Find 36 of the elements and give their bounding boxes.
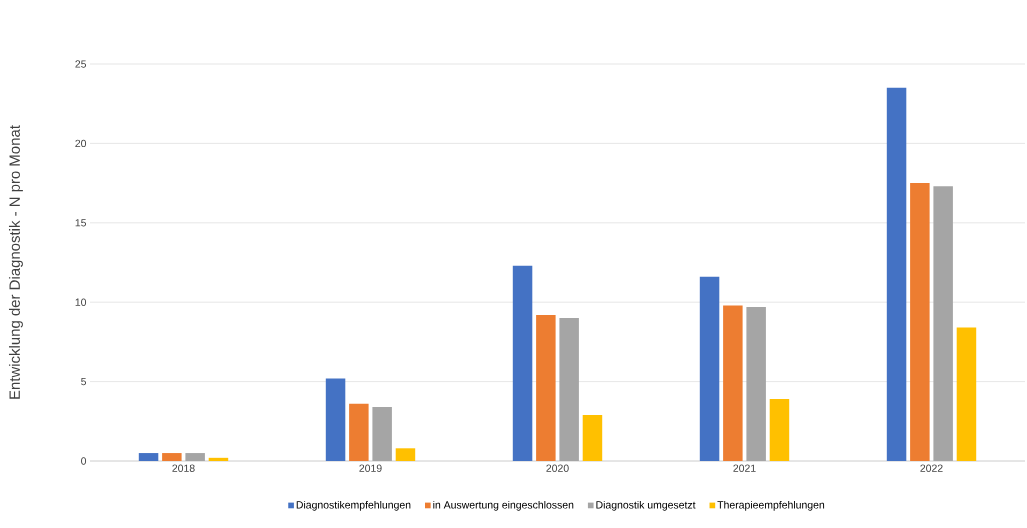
bar (933, 186, 953, 461)
y-tick-label: 15 (75, 219, 87, 227)
bar (699, 276, 720, 461)
y-tick-label: 25 (75, 60, 87, 68)
bar (910, 183, 930, 461)
bar (536, 314, 556, 461)
legend-label: Diagnostik umgesetzt (596, 500, 696, 511)
bar (746, 306, 766, 461)
bar (138, 453, 159, 461)
x-tick-label: 2019 (359, 464, 382, 472)
y-tick-label: 0 (81, 457, 87, 465)
y-axis-title: Entwicklung der Diagnostik - N pro Monat (8, 125, 23, 399)
x-tick-label: 2018 (172, 464, 195, 472)
y-tick-label: 5 (81, 377, 87, 386)
x-tick-label: 2021 (733, 464, 756, 472)
bar (886, 87, 907, 461)
bar (559, 318, 579, 461)
bar (512, 265, 533, 461)
bar (162, 453, 182, 461)
bar (349, 403, 369, 461)
legend-label: Diagnostikempfehlungen (296, 500, 411, 511)
bar (769, 399, 790, 461)
bar (723, 305, 743, 461)
y-tick-label: 20 (75, 139, 87, 148)
y-tick-label: 10 (75, 298, 87, 306)
legend-label: in Auswertung eingeschlossen (433, 500, 574, 511)
bar (582, 414, 603, 461)
bar (208, 457, 229, 461)
legend-label: Therapieempfehlungen (717, 500, 825, 511)
bar (956, 327, 977, 461)
bar (372, 407, 392, 461)
bar (325, 378, 346, 461)
x-tick-label: 2020 (546, 464, 569, 472)
bar (395, 448, 416, 461)
x-tick-label: 2022 (920, 464, 943, 472)
bar (185, 453, 205, 461)
